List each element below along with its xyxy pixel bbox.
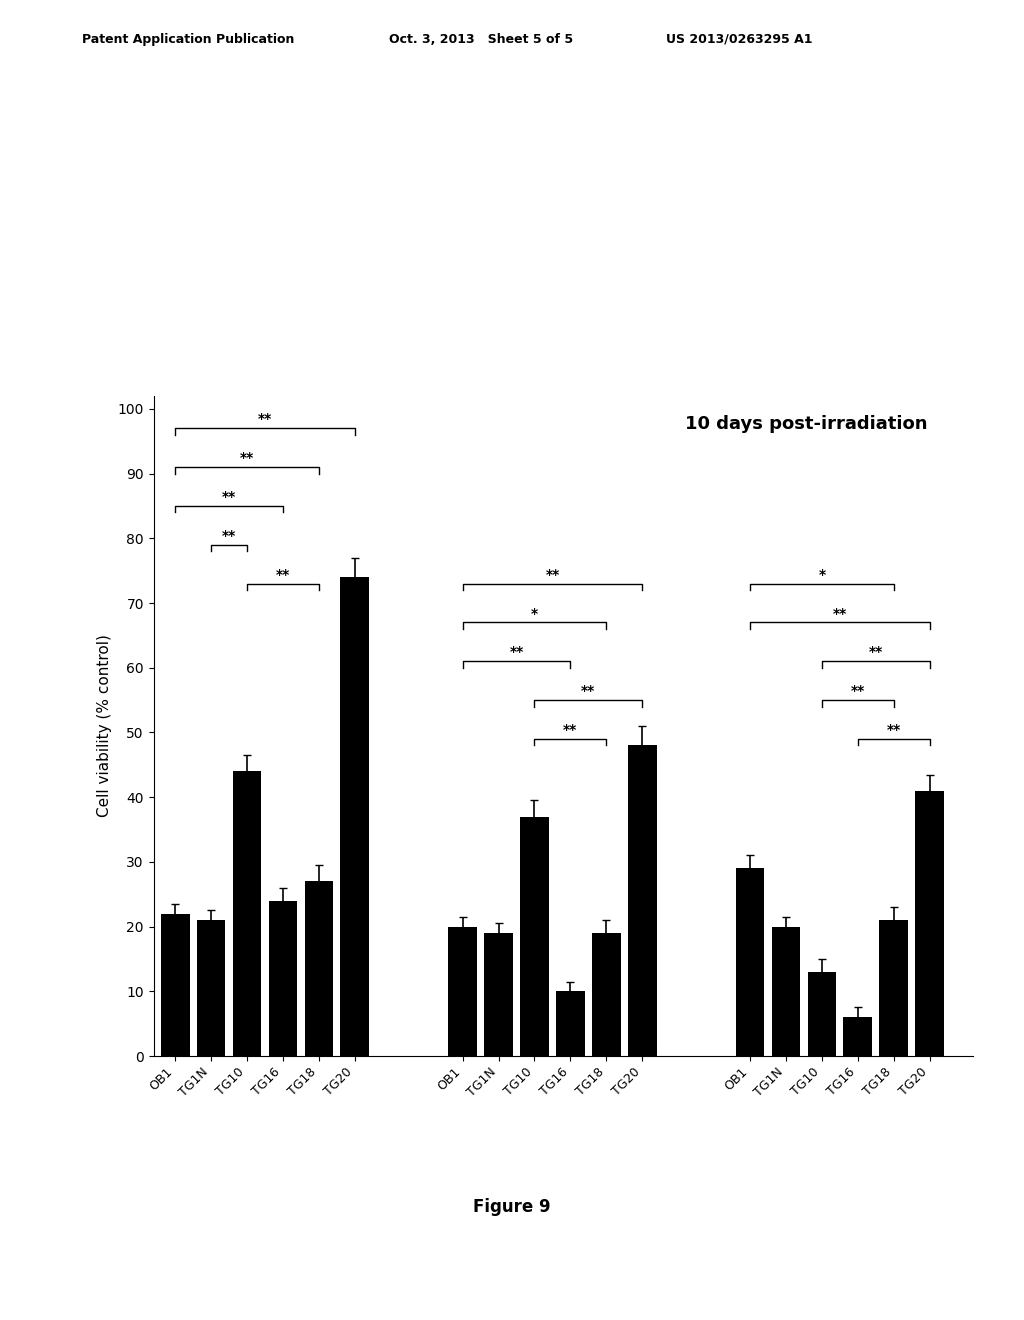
Text: **: ** [222, 529, 237, 543]
Bar [340, 577, 370, 1056]
Bar [232, 771, 261, 1056]
Bar [592, 933, 621, 1056]
Bar [449, 927, 477, 1056]
Text: Oct. 3, 2013   Sheet 5 of 5: Oct. 3, 2013 Sheet 5 of 5 [389, 33, 573, 46]
Text: **: ** [509, 645, 523, 660]
Bar [628, 746, 656, 1056]
Bar [808, 972, 837, 1056]
Text: *: * [818, 568, 825, 582]
Text: **: ** [258, 412, 272, 426]
Text: **: ** [222, 490, 237, 504]
Bar [484, 933, 513, 1056]
Bar [161, 913, 189, 1056]
Bar [197, 920, 225, 1056]
Bar [268, 900, 297, 1056]
Text: *: * [530, 606, 538, 620]
Bar [556, 991, 585, 1056]
Y-axis label: Cell viability (% control): Cell viability (% control) [97, 635, 112, 817]
Bar [772, 927, 801, 1056]
Bar [520, 817, 549, 1056]
Text: **: ** [887, 723, 901, 737]
Text: **: ** [240, 451, 254, 465]
Text: Patent Application Publication: Patent Application Publication [82, 33, 294, 46]
Text: **: ** [546, 568, 559, 582]
Text: **: ** [563, 723, 578, 737]
Text: US 2013/0263295 A1: US 2013/0263295 A1 [666, 33, 812, 46]
Text: Figure 9: Figure 9 [473, 1197, 551, 1216]
Bar [844, 1018, 872, 1056]
Text: **: ** [868, 645, 883, 660]
Text: **: ** [833, 606, 847, 620]
Bar [915, 791, 944, 1056]
Text: **: ** [275, 568, 290, 582]
Bar [304, 882, 333, 1056]
Text: **: ** [851, 684, 865, 698]
Bar [880, 920, 908, 1056]
Bar [735, 869, 764, 1056]
Text: **: ** [582, 684, 596, 698]
Text: 10 days post-irradiation: 10 days post-irradiation [685, 416, 928, 433]
